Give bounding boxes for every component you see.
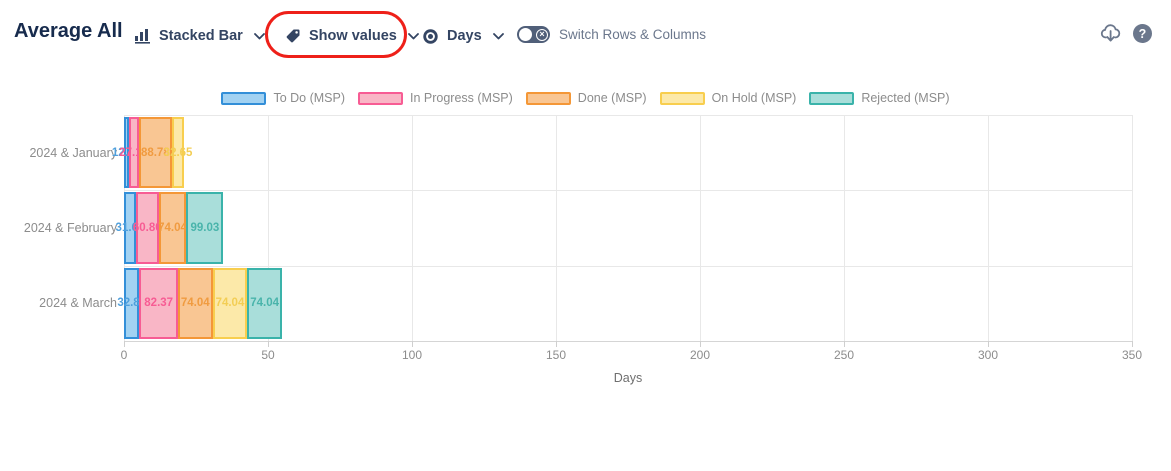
x-tick-mark xyxy=(844,341,845,347)
measure-label: Days xyxy=(447,28,482,44)
gridline-vertical xyxy=(988,115,989,341)
bar-value-label: 74.04 xyxy=(250,297,280,310)
legend-swatch xyxy=(357,91,403,105)
legend-swatch xyxy=(221,91,267,105)
legend-item-on-hold-msp[interactable]: On Hold (MSP) xyxy=(659,91,797,105)
chevron-down-icon xyxy=(253,32,265,40)
legend-label: On Hold (MSP) xyxy=(711,91,797,105)
x-tick-label: 100 xyxy=(401,348,423,362)
bar-value-label: 74.04 xyxy=(215,297,245,310)
toggle-knob xyxy=(519,28,532,41)
category-label: 2024 & March xyxy=(39,296,117,311)
legend-item-in-progress-msp[interactable]: In Progress (MSP) xyxy=(357,91,513,105)
help-icon[interactable]: ? xyxy=(1132,23,1153,49)
bar-value-label: 32.65 xyxy=(163,146,193,159)
bar-value-label: 88.78 xyxy=(140,146,170,159)
gridline-vertical xyxy=(412,115,413,341)
gridline-vertical xyxy=(844,115,845,341)
bar-value-label: 74.04 xyxy=(158,221,187,234)
bar-segment-rejected-msp[interactable]: 99.03 xyxy=(186,192,224,264)
legend-label: To Do (MSP) xyxy=(273,91,345,105)
x-tick-label: 200 xyxy=(689,348,711,362)
x-tick-label: 0 xyxy=(120,348,128,362)
x-tick-label: 350 xyxy=(1121,348,1143,362)
switch-rows-columns-toggle[interactable]: × Switch Rows & Columns xyxy=(517,26,706,43)
gridline-vertical xyxy=(700,115,701,341)
cloud-download-icon[interactable] xyxy=(1100,23,1123,49)
x-tick-mark xyxy=(268,341,269,347)
x-tick-label: 50 xyxy=(261,348,275,362)
x-tick-mark xyxy=(124,341,125,347)
x-tick-mark xyxy=(1132,341,1133,347)
x-axis-title: Days xyxy=(613,371,643,385)
bar-segment-done-msp[interactable]: 88.78 xyxy=(138,117,172,189)
chart-type-dropdown[interactable]: Stacked Bar xyxy=(134,25,265,47)
legend-item-done-msp[interactable]: Done (MSP) xyxy=(525,91,647,105)
gridline-horizontal xyxy=(124,115,1132,116)
x-tick-mark xyxy=(556,341,557,347)
bar-segment-in-progress-msp[interactable]: 82.37 xyxy=(139,267,178,339)
legend-label: In Progress (MSP) xyxy=(409,91,513,105)
gridline-vertical xyxy=(556,115,557,341)
toggle-pill[interactable]: × xyxy=(517,26,550,43)
gridline-horizontal xyxy=(124,190,1132,192)
bar-row: 12.20 27.10 88.78 32.65 xyxy=(112,117,255,189)
bar-chart-icon xyxy=(134,28,151,44)
legend-swatch xyxy=(525,91,571,105)
bar-value-label: 82.37 xyxy=(144,297,174,310)
bar-value-label: 60.80 xyxy=(132,221,162,234)
legend-item-to-do-msp[interactable]: To Do (MSP) xyxy=(221,91,345,105)
bar-segment-to-do-msp[interactable]: 32.88 xyxy=(117,267,146,339)
x-tick-label: 150 xyxy=(545,348,567,362)
bar-segment-on-hold-msp[interactable]: 32.65 xyxy=(164,117,192,189)
legend: To Do (MSP) In Progress (MSP) Done (MSP) On… xyxy=(0,91,1171,105)
chart-type-label: Stacked Bar xyxy=(159,28,243,44)
x-tick-label: 250 xyxy=(833,348,855,362)
x-axis-ticks: 0 50 100 150 200 250 300 350 xyxy=(120,348,1142,364)
gridline-vertical xyxy=(268,115,269,341)
category-labels: 2024 & January 2024 & February 2024 & Marc… xyxy=(0,115,117,341)
bar-row: 31.66 60.80 74.04 99.03 xyxy=(116,192,255,264)
show-values-dropdown[interactable]: Show values xyxy=(285,25,419,47)
x-tick-mark xyxy=(412,341,413,347)
eye-icon xyxy=(422,28,439,45)
show-values-label: Show values xyxy=(309,28,397,44)
bar-segment-done-msp[interactable]: 74.04 xyxy=(158,192,187,264)
legend-item-rejected-msp[interactable]: Rejected (MSP) xyxy=(809,91,950,105)
chevron-down-icon xyxy=(407,32,419,40)
bar-value-label: 32.88 xyxy=(117,297,147,310)
measure-dropdown[interactable]: Days xyxy=(422,25,504,47)
x-tick-mark xyxy=(988,341,989,347)
legend-swatch xyxy=(809,91,855,105)
page-title: Average All xyxy=(14,20,123,42)
question-mark-glyph: ? xyxy=(1139,27,1147,41)
x-tick-label: 300 xyxy=(977,348,999,362)
switch-rows-columns-label: Switch Rows & Columns xyxy=(559,27,707,42)
toggle-off-icon: × xyxy=(536,28,548,41)
bar-segment-in-progress-msp[interactable]: 60.80 xyxy=(132,192,162,264)
legend-label: Done (MSP) xyxy=(577,91,647,105)
gridline-vertical xyxy=(1132,115,1133,341)
gridline-horizontal xyxy=(124,341,1132,342)
x-tick-mark xyxy=(700,341,701,347)
bar-segment-on-hold-msp[interactable]: 74.04 xyxy=(212,267,248,339)
bar-segment-rejected-msp[interactable]: 74.04 xyxy=(247,267,282,339)
bar-value-label: 99.03 xyxy=(190,221,220,234)
bar-segment-in-progress-msp[interactable]: 27.10 xyxy=(119,117,148,189)
chevron-down-icon xyxy=(492,32,504,40)
category-label: 2024 & February xyxy=(23,220,117,235)
legend-label: Rejected (MSP) xyxy=(861,91,950,105)
bar-row: 32.88 82.37 74.04 74.04 74.04 xyxy=(117,267,288,339)
bar-value-label: 74.04 xyxy=(180,297,210,310)
category-label: 2024 & January xyxy=(29,145,117,160)
legend-swatch xyxy=(659,91,705,105)
bar-segment-done-msp[interactable]: 74.04 xyxy=(177,267,213,339)
plot-area: 12.20 27.10 88.78 32.65 31.66 60.80 74.04 99.03… xyxy=(112,115,1133,347)
tag-icon xyxy=(285,28,301,44)
gridline-horizontal xyxy=(124,265,1132,267)
